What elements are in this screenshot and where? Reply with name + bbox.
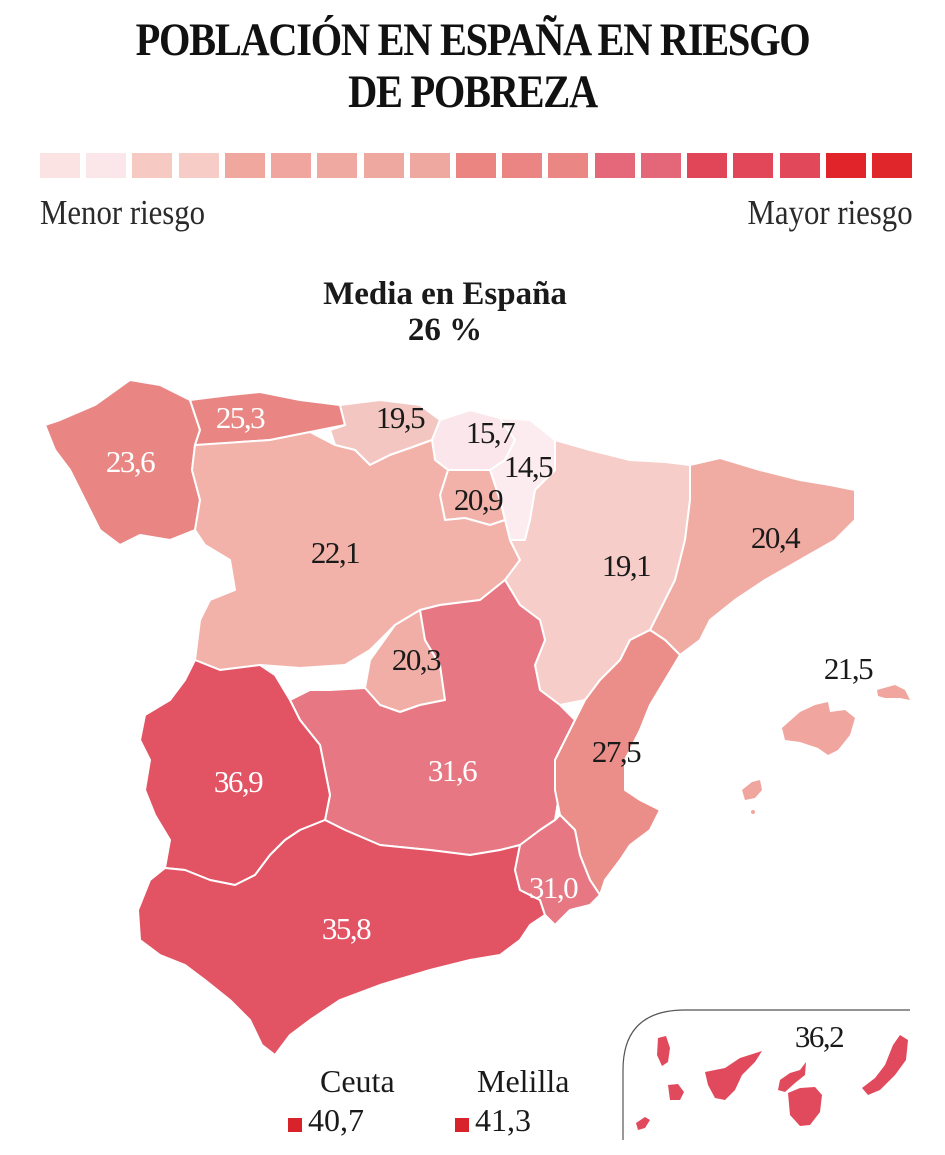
ceuta-label: Ceuta: [320, 1063, 395, 1099]
region-canarias[interactable]: [636, 1035, 908, 1130]
value-label-cantabria: 19,5: [376, 400, 425, 435]
island-ibiza[interactable]: [742, 780, 762, 800]
melilla-value: 41,3: [475, 1102, 531, 1138]
island-formentera[interactable]: [751, 810, 755, 814]
island-fuerteventura[interactable]: [862, 1035, 908, 1095]
national-average-value: 26 %: [407, 312, 483, 348]
melilla-color-square: [455, 1117, 469, 1132]
island-tenerife[interactable]: [705, 1051, 762, 1100]
ceuta-value: 40,7: [308, 1102, 364, 1138]
value-label-canarias: 36,2: [795, 1019, 843, 1054]
legend-max-label: Mayor riesgo: [747, 193, 913, 232]
title-line-2: DE POBREZA: [348, 66, 598, 118]
island-la-palma[interactable]: [657, 1036, 670, 1066]
city-melilla: Melilla 41,3: [455, 1063, 570, 1139]
legend-min-label: Menor riesgo: [40, 193, 206, 232]
legend-swatch-17: [779, 153, 820, 178]
value-label-cataluna: 20,4: [751, 520, 801, 555]
city-ceuta: Ceuta 40,7: [288, 1063, 395, 1139]
value-label-asturias: 25,3: [216, 400, 265, 435]
island-el-hierro[interactable]: [636, 1117, 650, 1130]
legend-swatch-3: [132, 153, 173, 178]
title-line-1: POBLACIÓN EN ESPAÑA EN RIESGO: [135, 14, 811, 66]
value-label-pais-vasco: 15,7: [466, 415, 515, 450]
legend-swatch-18: [825, 153, 866, 178]
value-label-aragon: 19,1: [602, 548, 650, 583]
value-label-madrid: 20,3: [392, 642, 441, 677]
national-average: Media en España 26 %: [240, 276, 650, 348]
legend-swatch-12: [548, 153, 589, 178]
legend-swatch-16: [733, 153, 774, 178]
legend-swatch-2: [86, 153, 127, 178]
island-menorca[interactable]: [877, 685, 910, 700]
island-mallorca[interactable]: [782, 702, 855, 755]
island-lanzarote[interactable]: [778, 1062, 806, 1092]
legend-swatch-19: [871, 153, 912, 178]
legend-swatch-6: [271, 153, 312, 178]
legend-swatch-13: [594, 153, 635, 178]
legend-color-scale: [40, 153, 912, 178]
legend-swatch-15: [687, 153, 728, 178]
melilla-label: Melilla: [477, 1063, 570, 1099]
value-label-castilla-y-leon: 22,1: [311, 535, 359, 570]
region-cataluna[interactable]: [649, 457, 856, 656]
value-label-galicia: 23,6: [106, 444, 155, 479]
value-label-comunidad-valenciana: 27,5: [592, 734, 641, 769]
legend-swatch-1: [40, 153, 80, 178]
value-label-castilla-la-mancha: 31,6: [428, 753, 477, 788]
region-baleares[interactable]: [742, 685, 910, 814]
value-label-baleares: 21,5: [824, 651, 873, 686]
value-label-extremadura: 36,9: [214, 764, 263, 799]
island-la-gomera[interactable]: [668, 1084, 684, 1100]
canarias-inset-frame: [622, 1009, 910, 1140]
value-label-murcia: 31,0: [529, 870, 578, 905]
value-label-andalucia: 35,8: [322, 911, 371, 946]
ceuta-color-square: [288, 1117, 302, 1132]
region-murcia[interactable]: [514, 814, 601, 926]
national-average-label: Media en España: [323, 276, 567, 312]
legend-swatch-7: [317, 153, 358, 178]
page-title: POBLACIÓN EN ESPAÑA EN RIESGO DE POBREZA: [66, 14, 879, 118]
legend-swatch-8: [363, 153, 404, 178]
value-label-la-rioja: 20,9: [454, 482, 503, 517]
value-label-navarra: 14,5: [504, 449, 553, 484]
legend-swatch-5: [224, 153, 265, 178]
legend-swatch-4: [178, 153, 219, 178]
legend-swatch-9: [409, 153, 450, 178]
region-andalucia[interactable]: [137, 819, 546, 1056]
island-gran-canaria[interactable]: [788, 1087, 822, 1126]
region-valencia[interactable]: [554, 629, 681, 896]
legend-swatch-10: [455, 153, 496, 178]
legend-swatch-14: [640, 153, 681, 178]
legend-swatch-11: [502, 153, 543, 178]
